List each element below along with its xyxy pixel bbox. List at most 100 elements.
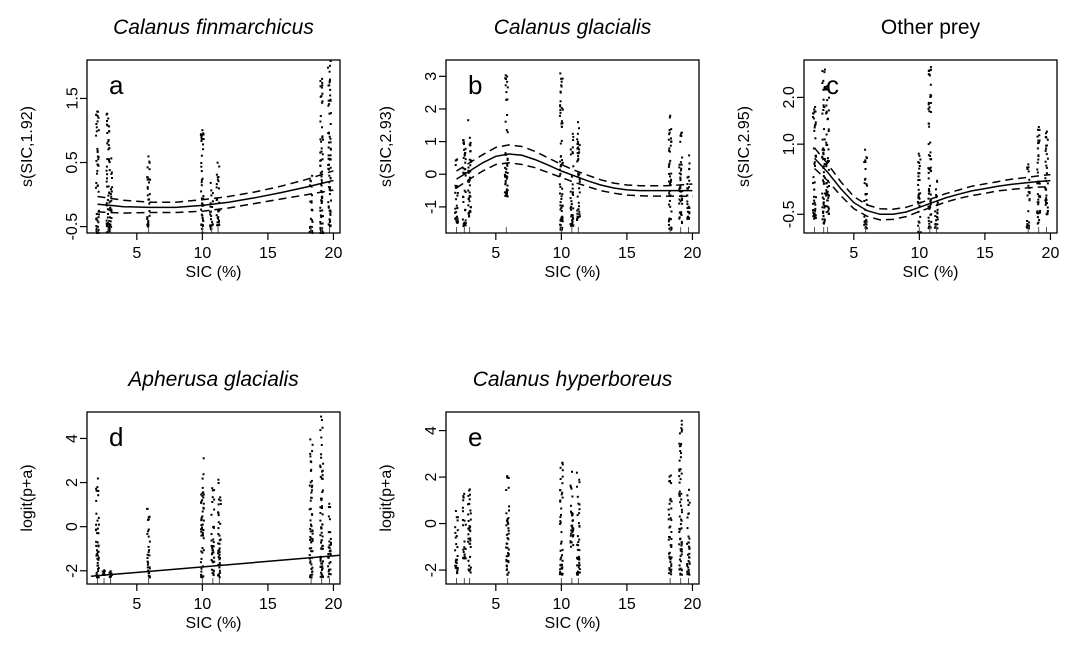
residual-point: [467, 171, 470, 174]
residual-point: [97, 110, 99, 113]
residual-point: [1038, 211, 1041, 214]
residual-point: [687, 499, 690, 502]
residual-point: [218, 572, 221, 574]
x-tick-label: 20: [1042, 245, 1060, 262]
residual-point: [329, 553, 332, 556]
residual-point: [1037, 154, 1040, 157]
residual-point: [827, 109, 830, 112]
residual-point: [327, 167, 330, 170]
residual-point: [1026, 166, 1029, 169]
residual-point: [96, 185, 99, 187]
residual-point: [679, 538, 682, 541]
residual-point: [310, 486, 313, 489]
residual-point: [928, 190, 931, 193]
residual-point: [863, 182, 866, 185]
y-tick-label: 2: [423, 104, 440, 113]
residual-point: [577, 201, 580, 204]
residual-point: [467, 180, 470, 183]
residual-point: [578, 508, 581, 511]
residual-point: [571, 514, 574, 517]
residual-point: [464, 208, 467, 211]
residual-point: [146, 223, 149, 226]
residual-point: [827, 128, 830, 131]
residual-point: [215, 199, 218, 202]
residual-point: [506, 171, 509, 174]
residual-point: [827, 160, 830, 163]
residual-point: [826, 199, 829, 202]
residual-point: [319, 475, 322, 478]
residual-point: [679, 478, 682, 481]
residual-point: [578, 187, 581, 190]
residual-point: [686, 570, 689, 573]
residual-point: [210, 568, 213, 571]
residual-point: [680, 419, 683, 422]
residual-point: [561, 469, 564, 472]
residual-point: [687, 512, 690, 515]
residual-point: [218, 165, 221, 168]
residual-point: [95, 126, 98, 129]
residual-point: [578, 148, 581, 151]
residual-point: [561, 122, 564, 125]
residual-point: [813, 108, 816, 111]
residual-point: [95, 218, 98, 221]
residual-point: [826, 157, 829, 160]
residual-point: [865, 193, 868, 195]
residual-point: [319, 506, 322, 509]
residual-point: [463, 168, 466, 171]
series-fit: [90, 554, 341, 578]
residual-point: [219, 499, 222, 502]
residual-point: [571, 527, 574, 530]
residual-point: [311, 513, 313, 516]
residual-point: [928, 69, 931, 72]
residual-point: [308, 547, 311, 550]
residual-point: [559, 549, 562, 552]
residual-point: [822, 79, 825, 82]
residual-point: [147, 518, 150, 521]
residual-point: [578, 151, 581, 154]
residual-point: [825, 144, 828, 147]
residual-point: [217, 221, 220, 224]
residual-point: [927, 197, 930, 200]
residual-point: [96, 549, 98, 552]
residual-point: [1026, 194, 1029, 197]
residual-point: [95, 573, 98, 576]
residual-point: [309, 576, 312, 579]
residual-point: [560, 531, 563, 534]
residual-point: [668, 536, 670, 538]
residual-point: [108, 161, 111, 164]
residual-point: [212, 538, 215, 541]
residual-point: [822, 182, 825, 185]
residual-point: [669, 144, 672, 147]
residual-point: [146, 553, 149, 556]
residual-point: [823, 163, 826, 165]
residual-point: [823, 138, 826, 141]
residual-point: [578, 561, 581, 564]
residual-point: [558, 174, 561, 177]
residual-point: [822, 153, 825, 156]
residual-point: [97, 216, 100, 219]
residual-point: [506, 75, 509, 78]
residual-point: [1045, 197, 1048, 200]
residual-point: [680, 541, 683, 544]
residual-point: [321, 81, 324, 84]
residual-point: [148, 181, 150, 184]
residual-point: [576, 485, 578, 488]
residual-point: [101, 570, 104, 573]
residual-point: [309, 455, 312, 458]
residual-point: [561, 193, 564, 196]
residual-point: [211, 549, 214, 552]
residual-point: [319, 214, 322, 217]
residual-point: [678, 481, 681, 484]
residual-point: [686, 516, 689, 519]
residual-point: [578, 558, 581, 561]
residual-point: [211, 200, 214, 203]
residual-point: [146, 186, 149, 189]
residual-point: [319, 171, 322, 174]
residual-point: [211, 560, 214, 563]
residual-point: [455, 567, 458, 570]
residual-point: [209, 205, 212, 208]
plot-frame: [803, 59, 1058, 234]
residual-point: [321, 222, 324, 225]
residual-point: [456, 567, 459, 570]
